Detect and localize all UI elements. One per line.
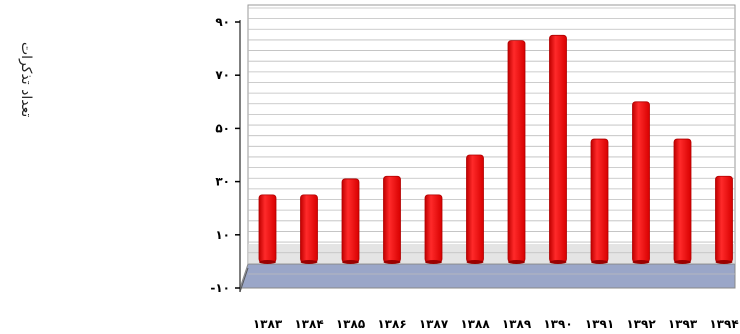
y-tick-label: ۵۰ <box>215 121 230 135</box>
x-tick-label: ۱۳۸۳ <box>253 317 283 331</box>
x-tick-label: ۱۳۸۸ <box>460 317 490 331</box>
bar <box>507 40 526 263</box>
y-tick-label: ۷۰ <box>215 68 230 82</box>
bar <box>466 154 484 263</box>
chart-floor <box>239 263 736 289</box>
x-tick-label: ۱۳۸۹ <box>502 317 532 331</box>
bar-base <box>674 260 691 264</box>
y-axis-label: تعداد تذکرات <box>18 42 34 118</box>
bar-base <box>591 260 608 264</box>
x-tick-label: ۱۳۸۶ <box>377 317 406 331</box>
bar-base <box>300 260 318 264</box>
bar-base <box>715 260 733 264</box>
bar-base <box>632 260 650 264</box>
bar <box>590 138 609 263</box>
x-tick-label: ۱۳۹۲ <box>626 317 656 331</box>
bar <box>383 175 401 263</box>
y-tick-label: ۹۰ <box>215 15 230 29</box>
bar-base <box>508 260 525 264</box>
bar-base <box>259 260 276 264</box>
y-tick-label: -۱۰ <box>210 281 230 295</box>
floor-shade <box>248 244 735 264</box>
x-tick-label: ۱۳۸۷ <box>419 317 449 331</box>
bar <box>258 194 277 263</box>
bar-base <box>549 260 567 264</box>
bar <box>424 194 443 263</box>
x-tick-label: ۱۳۹۱ <box>585 317 614 331</box>
x-tick-label: ۱۳۹۴ <box>709 317 738 331</box>
y-tick-label: ۳۰ <box>215 175 230 189</box>
x-tick-label: ۱۳۹۰ <box>543 317 572 331</box>
bar <box>549 34 567 263</box>
bar <box>341 178 360 263</box>
x-tick-label: ۱۳۸۴ <box>294 317 323 331</box>
bar <box>715 175 733 263</box>
x-tick-label: ۱۳۸۵ <box>336 317 365 331</box>
bar <box>300 194 318 263</box>
x-tick-label: ۱۳۹۳ <box>668 317 698 331</box>
axis-corner <box>239 267 249 293</box>
bar <box>673 138 692 263</box>
bar-base <box>383 260 401 264</box>
bar <box>632 101 650 263</box>
bar-base <box>425 260 442 264</box>
y-tick-label: ۱۰ <box>215 228 230 242</box>
bar-base <box>342 260 359 264</box>
bar-base <box>466 260 484 264</box>
